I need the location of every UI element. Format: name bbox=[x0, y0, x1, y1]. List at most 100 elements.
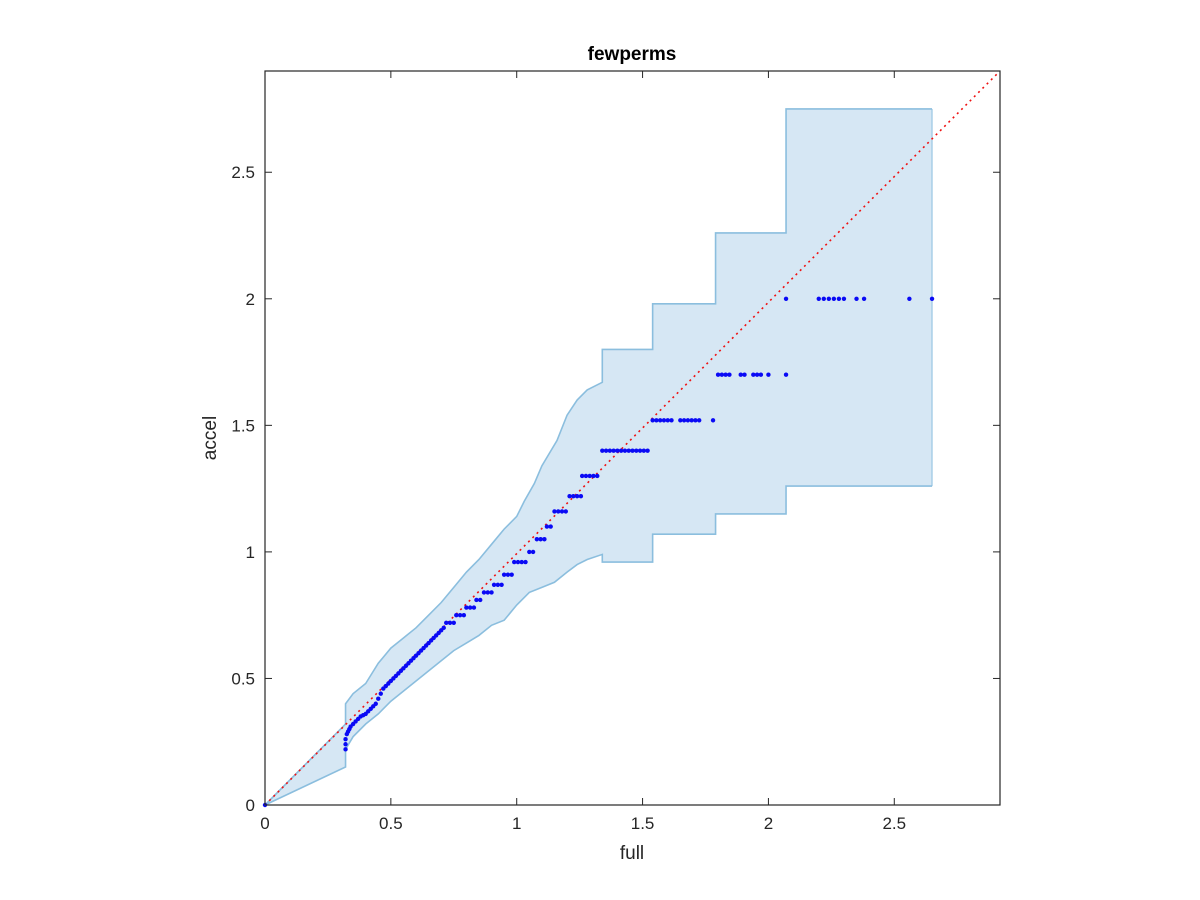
data-point bbox=[685, 418, 691, 423]
y-tick-label: 2.5 bbox=[231, 163, 255, 182]
data-point bbox=[607, 448, 613, 453]
data-point bbox=[689, 418, 694, 423]
data-point bbox=[600, 448, 605, 453]
data-point bbox=[854, 296, 859, 301]
data-point bbox=[567, 494, 572, 499]
axes-box bbox=[264, 70, 1001, 806]
data-point bbox=[552, 509, 557, 514]
band-upper-edge bbox=[264, 108, 933, 806]
data-point bbox=[587, 473, 592, 479]
data-point bbox=[485, 590, 490, 595]
data-point bbox=[831, 296, 837, 301]
data-point bbox=[742, 372, 747, 377]
data-point bbox=[719, 372, 725, 377]
band-lower-edge bbox=[264, 485, 933, 806]
band-area bbox=[265, 108, 933, 805]
data-point bbox=[457, 612, 463, 618]
data-point bbox=[693, 418, 698, 423]
data-point bbox=[571, 494, 576, 499]
data-point bbox=[611, 448, 616, 453]
data-point bbox=[661, 418, 667, 423]
data-point bbox=[861, 296, 867, 301]
data-point bbox=[622, 448, 628, 453]
data-point bbox=[464, 605, 469, 610]
data-point bbox=[591, 473, 596, 479]
data-point bbox=[754, 372, 760, 377]
data-point bbox=[615, 448, 620, 453]
data-point bbox=[816, 296, 821, 301]
data-point bbox=[378, 691, 383, 696]
data-point bbox=[548, 524, 553, 529]
y-axis-ticks: 0 0.5 1 1.5 2 2.5 bbox=[231, 163, 1000, 815]
data-point bbox=[538, 537, 543, 542]
data-point bbox=[783, 296, 789, 301]
data-point bbox=[579, 473, 585, 479]
data-point bbox=[559, 509, 565, 514]
data-point bbox=[542, 537, 547, 542]
data-point bbox=[669, 418, 674, 423]
data-point bbox=[447, 620, 453, 625]
data-point bbox=[530, 549, 536, 555]
x-tick-label: 2 bbox=[764, 814, 773, 833]
data-point bbox=[641, 448, 647, 453]
data-point bbox=[495, 582, 501, 587]
data-point bbox=[738, 372, 743, 377]
data-point bbox=[727, 372, 732, 377]
chart-title: fewperms bbox=[588, 44, 677, 65]
x-tick-label: 1 bbox=[512, 814, 521, 833]
data-point bbox=[451, 620, 456, 625]
data-point bbox=[373, 701, 378, 706]
data-point bbox=[723, 372, 728, 377]
data-point bbox=[343, 736, 348, 742]
data-point bbox=[650, 418, 655, 423]
data-point bbox=[758, 372, 764, 377]
data-point bbox=[595, 473, 600, 479]
data-point bbox=[505, 572, 511, 577]
data-point bbox=[556, 509, 561, 514]
data-point bbox=[489, 590, 494, 595]
data-point bbox=[544, 524, 550, 529]
y-tick-label: 2 bbox=[246, 290, 255, 309]
data-point bbox=[630, 448, 635, 453]
data-point bbox=[766, 372, 771, 377]
data-point bbox=[519, 559, 524, 565]
data-point bbox=[441, 625, 446, 631]
data-point bbox=[501, 572, 507, 577]
data-point bbox=[578, 494, 584, 499]
x-axis-ticks: 0 0.5 1 1.5 2 2.5 bbox=[260, 71, 906, 833]
data-point bbox=[657, 418, 663, 423]
y-tick-label: 1.5 bbox=[231, 416, 255, 435]
data-point bbox=[826, 296, 832, 301]
data-point bbox=[467, 605, 473, 610]
data-point bbox=[527, 549, 532, 555]
data-point bbox=[471, 605, 477, 610]
data-point bbox=[929, 296, 935, 301]
data-point bbox=[454, 612, 459, 618]
data-point bbox=[654, 418, 659, 423]
confidence-band bbox=[264, 108, 933, 806]
axes-frame bbox=[264, 70, 1001, 806]
data-point bbox=[697, 418, 702, 423]
data-point bbox=[491, 582, 497, 587]
data-point bbox=[637, 448, 643, 453]
y-tick-label: 1 bbox=[246, 543, 255, 562]
data-point bbox=[634, 448, 639, 453]
data-point bbox=[478, 597, 483, 603]
data-point bbox=[461, 612, 467, 618]
data-point bbox=[715, 372, 721, 377]
data-point bbox=[343, 747, 348, 752]
data-point bbox=[574, 494, 580, 499]
x-tick-label: 1.5 bbox=[631, 814, 655, 833]
data-point bbox=[645, 448, 650, 453]
data-point bbox=[444, 620, 449, 625]
data-point bbox=[821, 296, 827, 301]
data-point bbox=[836, 296, 842, 301]
data-point bbox=[665, 418, 670, 423]
data-point bbox=[563, 509, 568, 514]
x-tick-label: 0.5 bbox=[379, 814, 403, 833]
data-point bbox=[343, 742, 348, 747]
data-point bbox=[710, 418, 716, 423]
data-point bbox=[907, 296, 912, 301]
identity-reference-line bbox=[264, 70, 1001, 806]
